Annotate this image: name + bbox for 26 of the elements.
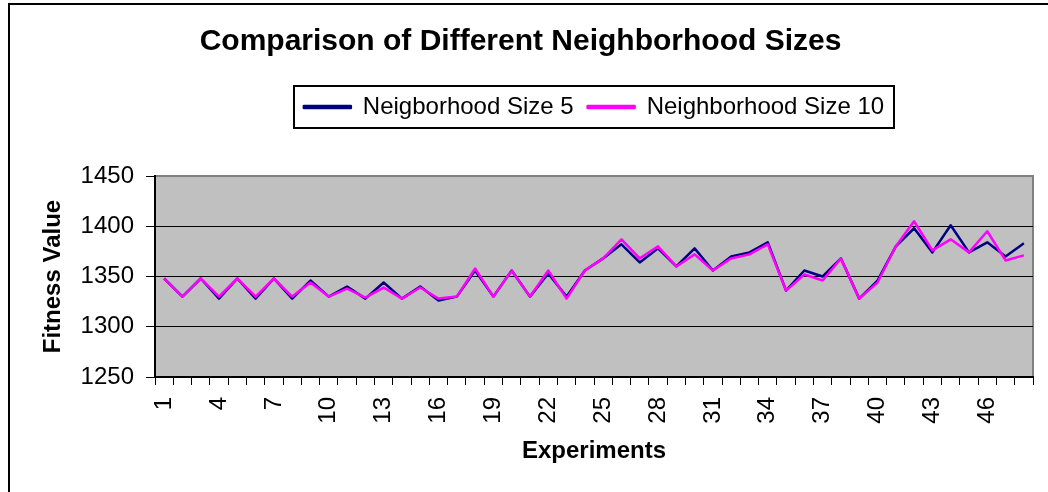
y-tick-label: 1250 — [80, 361, 134, 389]
y-tick-label: 1300 — [80, 311, 134, 339]
x-tick-label: 43 — [917, 397, 945, 424]
x-tick-label: 13 — [368, 397, 396, 424]
x-tick-label: 4 — [203, 397, 231, 411]
x-tick-label: 40 — [862, 397, 890, 424]
legend-label: Neighborhood Size 10 — [646, 91, 885, 119]
x-tick-label: 22 — [532, 397, 560, 424]
x-tick-label: 1 — [148, 397, 176, 411]
x-tick-label: 46 — [971, 397, 999, 424]
y-tick-label: 1450 — [80, 160, 134, 188]
chart-title: Comparison of Different Neighborhood Sizes — [199, 23, 842, 57]
y-tick-label: 1400 — [80, 210, 134, 238]
x-tick-label: 19 — [478, 397, 506, 424]
y-tick-label: 1350 — [80, 261, 134, 289]
legend-label: Neigborhood Size 5 — [362, 91, 574, 119]
x-tick-label: 28 — [642, 397, 670, 424]
x-tick-label: 34 — [752, 397, 780, 424]
x-tick-label: 37 — [807, 397, 835, 424]
x-tick-label: 25 — [587, 397, 615, 424]
x-tick-label: 10 — [313, 397, 341, 424]
x-axis-title: Experiments — [521, 436, 667, 464]
y-axis-title: Fitness Value — [38, 199, 66, 354]
x-tick-label: 7 — [258, 397, 286, 411]
x-tick-label: 16 — [423, 397, 451, 424]
x-tick-label: 31 — [697, 397, 725, 424]
